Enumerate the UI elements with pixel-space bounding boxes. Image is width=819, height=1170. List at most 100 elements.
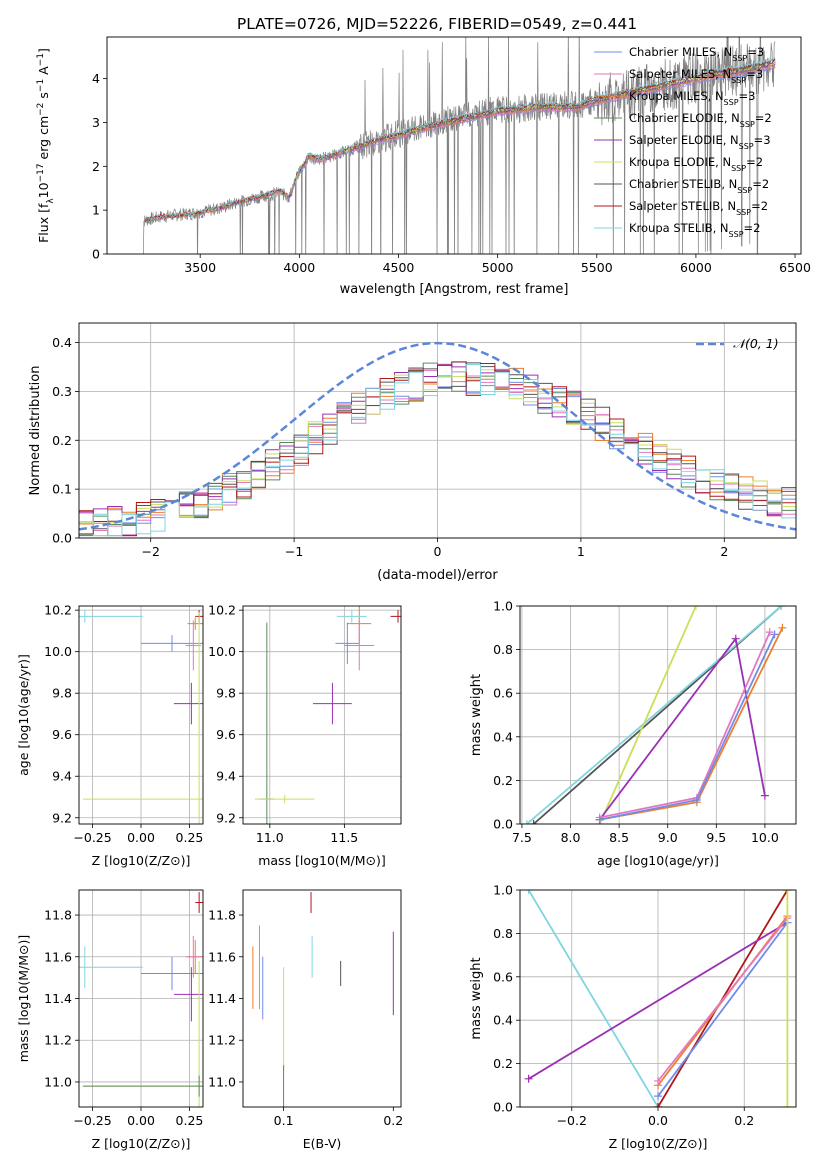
series-line-6 [599,633,776,821]
plus-marker [731,634,740,643]
y-tick-label: 0.2 [52,433,72,448]
Z-age-points [79,610,203,824]
y-tick-label: 11.8 [44,908,72,923]
axes-residuals: −2 −1 0 1 2 0.0 0.1 0.2 0.3 0.4 [52,323,796,559]
axes-spectrum: 3500 4000 4500 5000 5500 6000 6500 0 1 2 3 4 [92,71,811,275]
plus-marker [524,1074,533,1083]
x-axis-label: E(B-V) [303,1136,342,1151]
y-tick-label: 0.0 [52,531,72,546]
x-axis-label: Z [log10(Z/Z⊙)] [92,853,191,868]
plus-marker [692,796,701,805]
series-line-5 [657,921,789,1097]
axes-frame [78,605,204,825]
x-tick-label: 0.00 [127,1113,155,1128]
plus-marker [654,1076,662,1085]
y-tick-label: 9.2 [52,810,72,825]
x-tick-label: 10.0 [751,830,779,845]
data-point [185,935,202,978]
y-tick-label: 9.6 [216,727,236,742]
model-line-1 [144,65,776,223]
x-tick-label: 9.5 [706,830,726,845]
data-point [187,617,203,630]
plus-marker [777,606,786,610]
data-point [141,635,203,652]
y-tick-label: 11.4 [208,991,236,1006]
series-line-5 [599,631,771,819]
y-tick-label: 11.2 [208,1033,236,1048]
x-tick-label: −0.2 [557,1113,587,1128]
x-tick-label: 6000 [680,260,712,275]
y-tick-label: 0.2 [493,773,513,788]
y-axis-label: mass weight [469,957,484,1039]
y-axis-label: mass [log10(M/M⊙)] [16,935,31,1063]
data-point [254,794,315,804]
legend-label: Kroupa ELODIE, NSSP=2 [629,155,763,173]
legend-label: Salpeter ELODIE, NSSP=3 [629,133,771,151]
axes-Z-mass: −0.25 0.00 0.25 11.0 11.2 11.4 11.6 11.8 [44,890,203,1128]
y-tick-label: 11.8 [208,908,236,923]
ebv-mass-points [252,892,394,1107]
data-point [344,620,375,671]
plus-marker [770,630,779,639]
panels: 3500 4000 4500 5000 5500 6000 6500 0 1 2 3 4 Chabrie… [16,36,811,1151]
axes-frame [78,322,797,539]
data-point [313,682,352,725]
x-tick-label: 0.25 [176,830,204,845]
x-tick-label: −2 [141,544,159,559]
figure-title: PLATE=0726, MJD=52226, FIBERID=0549, z=0… [237,15,637,33]
x-tick-label: 6500 [779,260,811,275]
y-tick-label: 3 [92,115,100,130]
y-tick-label: 9.8 [216,686,236,701]
plus-marker [778,623,787,632]
y-tick-label: 0.8 [493,642,513,657]
x-tick-label: 0.25 [176,1113,204,1128]
y-tick-label: 11.0 [208,1074,236,1089]
x-tick-label: 0.2 [383,1113,403,1128]
axes-frame [242,889,402,1108]
x-tick-label: 1 [577,544,585,559]
plus-marker [783,890,792,894]
x-tick-label: 11.5 [330,830,358,845]
legend-label-normal: 𝒩(0, 1) [733,336,779,351]
plus-marker [760,791,769,800]
y-axis-label: mass weight [469,674,484,756]
y-tick-label: 11.6 [208,949,236,964]
plus-marker [595,815,604,824]
y-tick-label: 9.8 [52,686,72,701]
series-line-3 [598,636,766,821]
plus-marker [524,890,533,894]
legend-label: Kroupa STELIB, NSSP=2 [629,221,760,239]
data-point [82,1075,203,1097]
x-axis-label: Z [log10(Z/Z⊙)] [609,1136,708,1151]
Z-weight-lines [524,890,792,1107]
axes-frame [78,889,204,1108]
data-point [141,956,203,991]
x-axis-label: (data-model)/error [377,568,498,583]
y-tick-label: 0.8 [493,926,513,941]
data-point [335,622,360,665]
plus-marker [529,820,538,824]
axes-Z-age: −0.25 0.00 0.25 9.2 9.4 9.6 9.8 10.0 10.2 [44,603,203,845]
series-line-0 [527,890,659,1107]
x-tick-label: −1 [285,544,303,559]
normal-curve-line [79,341,796,531]
y-tick-label: 0.0 [493,817,513,832]
x-tick-label: 9.0 [658,830,678,845]
data-point [79,946,143,989]
y-tick-label: 2 [92,159,100,174]
y-tick-label: 11.6 [44,949,72,964]
y-tick-label: 0.1 [52,482,72,497]
y-tick-label: 4 [92,71,100,86]
x-tick-label: 8.0 [561,830,581,845]
model-line-8 [144,56,776,220]
plus-marker [765,628,774,637]
plus-marker [654,1103,662,1107]
series-line-2 [528,921,788,1080]
y-tick-label: 0.2 [493,1056,513,1071]
plus-marker [691,606,700,610]
y-tick-label: 0 [92,247,100,262]
plus-marker [654,1092,662,1101]
y-tick-label: 10.2 [44,603,72,618]
x-tick-label: 5500 [581,260,613,275]
axes-Z-weight: −0.2 0.0 0.2 0.0 0.2 0.4 0.6 0.8 1.0 [493,883,796,1128]
